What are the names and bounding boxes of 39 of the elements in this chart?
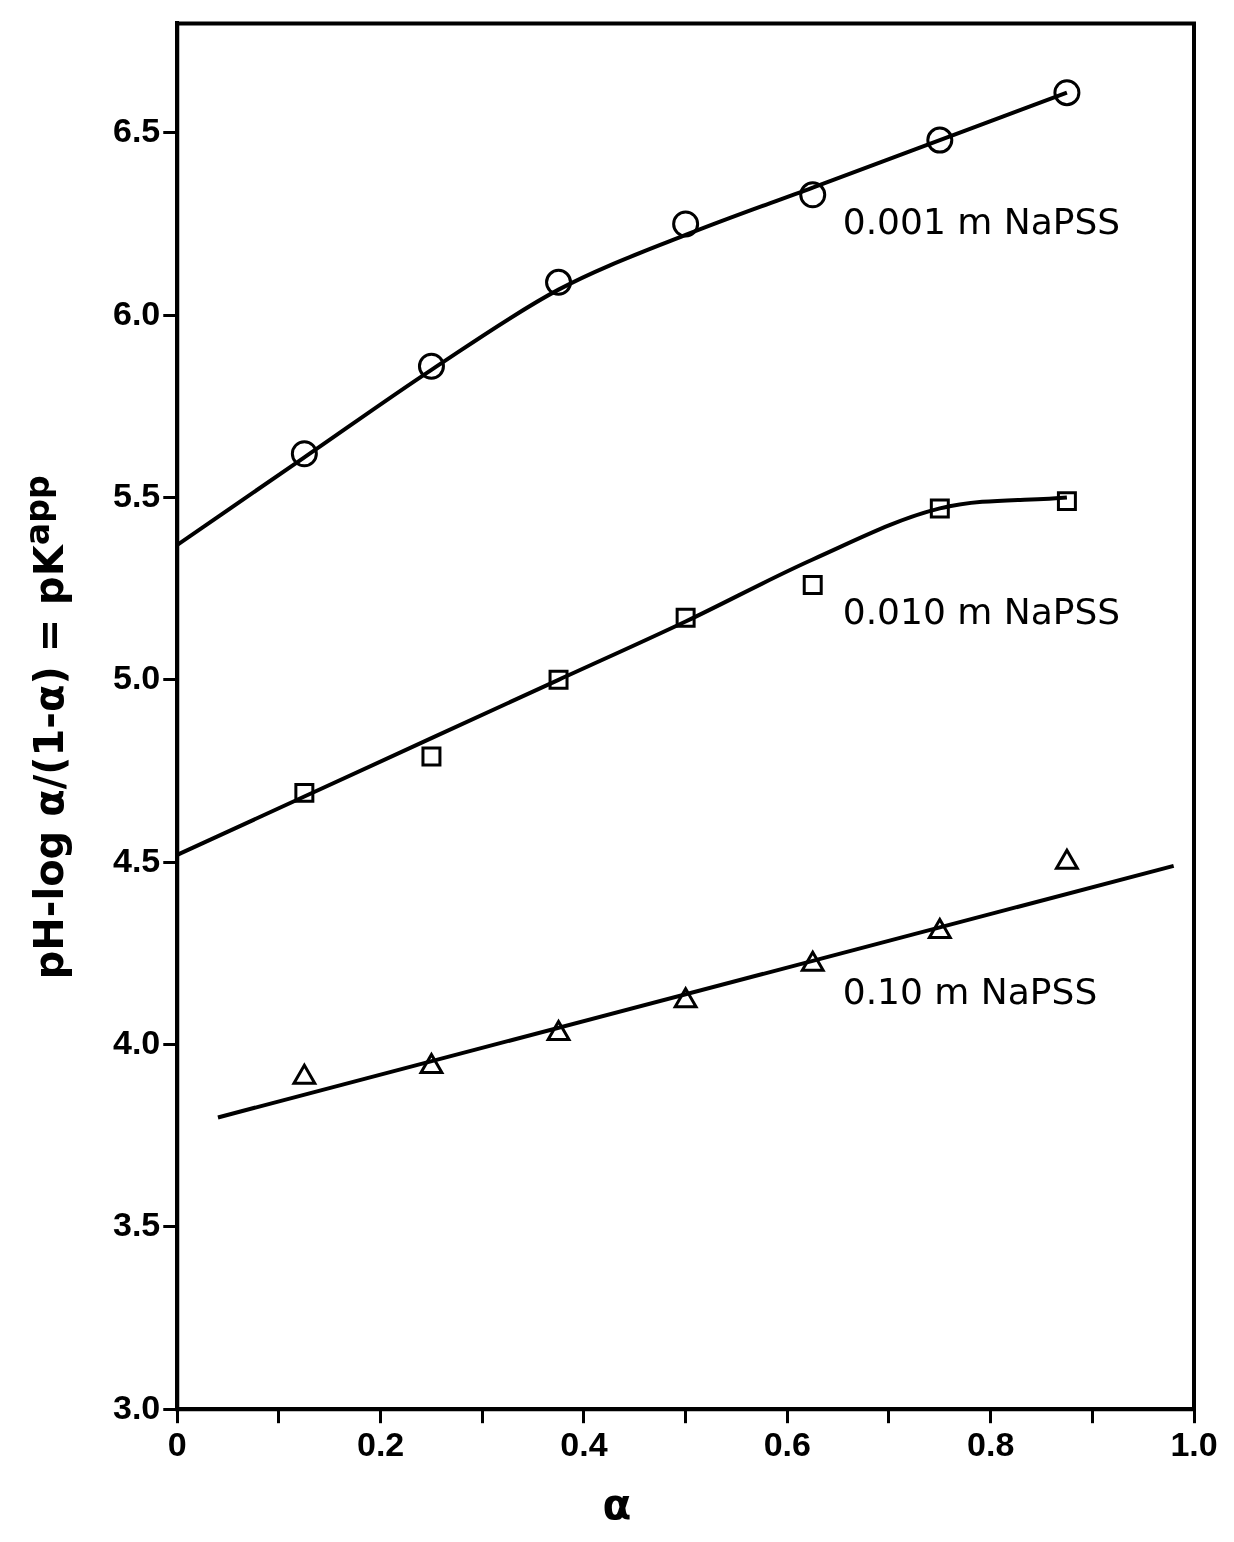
x-tick-label: 1.0 (1170, 1424, 1218, 1463)
point (929, 498, 950, 519)
point (800, 950, 825, 972)
point (417, 352, 445, 380)
y-tick-label: 3.5 (113, 1205, 161, 1244)
point (1056, 491, 1077, 512)
x-tick-label: 0.6 (763, 1424, 811, 1463)
series-label: 0.10 m NaPSS (842, 970, 1098, 1012)
point (926, 126, 954, 154)
y-tick-label: 5.0 (113, 658, 161, 697)
point (421, 746, 442, 767)
y-tick-label: 3.0 (113, 1387, 161, 1426)
x-axis-title: α (601, 1480, 633, 1529)
point (672, 210, 700, 238)
y-tick-label: 4.5 (113, 840, 161, 879)
x-tick-label: 0 (167, 1424, 187, 1463)
point (675, 607, 696, 628)
point (292, 1063, 317, 1085)
y-tick-label: 5.5 (113, 475, 161, 514)
point (290, 440, 318, 468)
point (927, 917, 952, 939)
y-tick-label: 4.0 (113, 1022, 161, 1061)
y-tick-label: 6.5 (113, 111, 161, 150)
x-tick-label: 0.8 (967, 1424, 1015, 1463)
series-label: 0.001 m NaPSS (842, 201, 1121, 243)
y-tick-label: 6.0 (113, 293, 161, 332)
series-label: 0.010 m NaPSS (842, 591, 1121, 633)
point (546, 1020, 571, 1042)
point (545, 268, 573, 296)
point (1053, 79, 1081, 107)
point (294, 782, 315, 803)
point (1055, 848, 1079, 870)
x-tick-label: 0.2 (356, 1424, 405, 1463)
point (673, 987, 698, 1009)
x-tick-label: 0.4 (560, 1424, 608, 1463)
point (802, 575, 823, 595)
point (799, 181, 827, 209)
point (419, 1052, 444, 1074)
point (548, 669, 569, 690)
